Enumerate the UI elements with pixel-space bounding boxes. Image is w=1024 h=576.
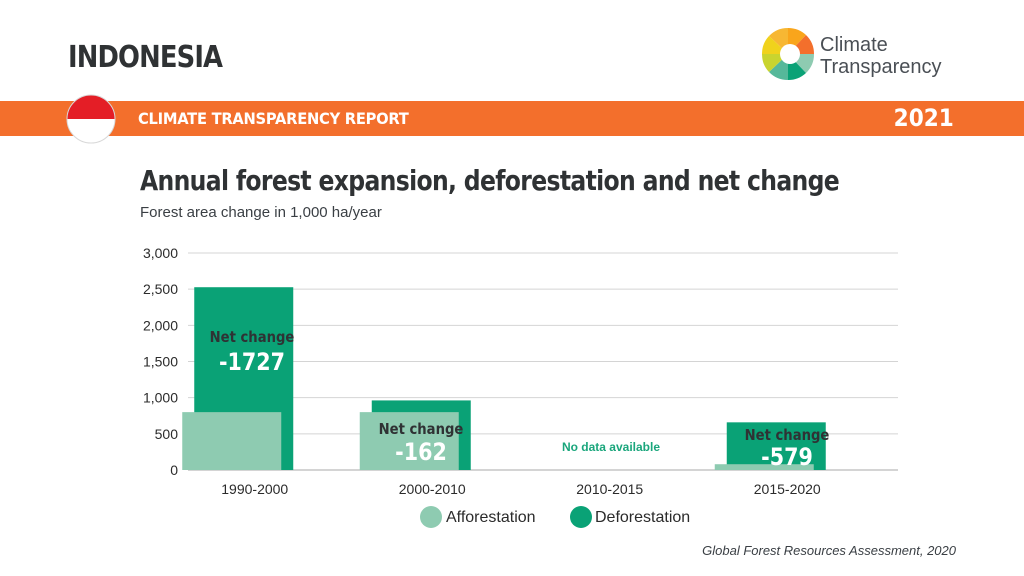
y-tick-label: 0 [170,462,178,478]
y-tick-label: 1,500 [143,354,178,370]
net-change-value: -1727 [219,349,285,377]
report-band: CLIMATE TRANSPARENCY REPORT 2021 [0,101,1024,136]
legend-swatch [420,506,442,528]
x-tick-label: 2000-2010 [399,481,466,497]
no-data-label: No data available [562,440,660,454]
afforestation-bar [359,412,459,470]
indonesia-flag-icon [66,94,116,144]
logo-text-line1: Climate [820,34,888,56]
y-tick-label: 1,000 [143,390,178,406]
x-tick-label: 1990-2000 [221,481,288,497]
x-tick-label: 2010-2015 [576,481,643,497]
afforestation-bar [182,412,282,470]
logo-sunburst-icon [761,27,815,81]
afforestation-bar [714,464,814,470]
legend-label: Afforestation [446,509,536,526]
logo-text-line2: Transparency [820,56,942,78]
report-year: 2021 [893,104,954,132]
legend-label: Deforestation [595,509,690,526]
country-title: INDONESIA [68,40,223,75]
x-tick-label: 2015-2020 [754,481,821,497]
climate-transparency-logo: Climate Transparency [760,26,960,84]
net-change-label: Net change [210,329,295,346]
report-label: CLIMATE TRANSPARENCY REPORT [138,109,409,128]
y-tick-label: 500 [155,426,179,442]
y-tick-label: 3,000 [143,245,178,261]
y-tick-label: 2,000 [143,317,178,333]
net-change-label: Net change [379,421,464,438]
legend-swatch [570,506,592,528]
net-change-value: -579 [761,444,813,472]
deforestation-bar [726,422,826,470]
chart-subtitle: Forest area change in 1,000 ha/year [140,204,382,221]
y-tick-label: 2,500 [143,281,178,297]
net-change-value: -162 [395,439,447,467]
net-change-label: Net change [745,427,830,444]
source-note: Global Forest Resources Assessment, 2020 [702,543,956,558]
chart-title: Annual forest expansion, deforestation a… [140,164,840,197]
